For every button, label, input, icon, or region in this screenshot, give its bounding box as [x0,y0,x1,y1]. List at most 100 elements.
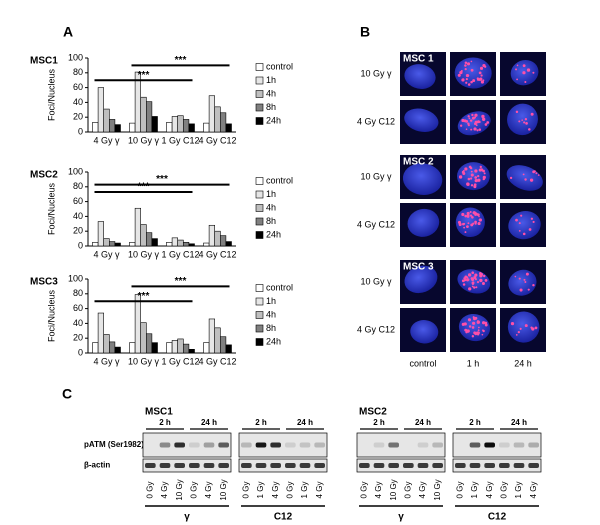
band [388,442,399,448]
bar [146,101,153,133]
time-label: 24 h [415,418,431,427]
band [403,463,414,468]
y-tick-label: 0 [78,347,83,357]
focus [466,225,469,229]
row-label: 10 Gy γ [360,68,392,78]
significance-label: *** [138,182,150,193]
band [417,442,429,448]
focus [474,220,477,224]
focus [527,288,530,291]
significance-label: *** [156,174,168,185]
focus [466,276,469,279]
focus [476,129,479,132]
focus [482,116,485,119]
bar [114,124,121,133]
focus [473,183,477,187]
column-label: 24 h [514,358,532,368]
x-tick-label: 1 Gy C12 [161,356,199,366]
time-label: 24 h [201,418,217,427]
bar [146,333,153,354]
focus [461,212,465,217]
focus [523,121,526,124]
bar [97,87,104,133]
focus [459,124,463,127]
y-tick-label: 0 [78,240,83,250]
time-label: 2 h [159,418,171,427]
band [513,442,525,448]
focus [474,122,477,126]
nucleus [507,311,540,343]
focus [469,119,473,122]
y-tick-label: 80 [73,67,83,77]
focus [473,286,476,289]
band [528,463,539,468]
focus [462,172,466,176]
focus [459,71,463,75]
bar [151,116,158,133]
focus [462,283,466,286]
legend-label: 8h [266,102,276,112]
focus [466,214,470,218]
lane-label: 4 Gy [374,482,383,499]
legend-label: 24h [266,115,281,125]
focus [458,222,462,226]
focus [463,322,467,326]
focus [471,278,475,282]
y-tick-label: 100 [68,273,83,283]
bar [225,344,232,354]
focus [528,128,531,131]
focus [478,326,480,329]
chart-title: MSC1 [30,56,58,67]
bar [220,112,227,133]
x-tick-label: 4 Gy C12 [198,249,236,259]
band [432,442,443,448]
focus [475,286,478,289]
legend-swatch [255,103,264,112]
legend-swatch [255,231,264,239]
blot-frame [452,432,542,458]
lane-label: 4 Gy [204,482,213,499]
legend-swatch [255,204,264,212]
focus [468,165,472,169]
blot-frame [452,458,542,473]
focus [471,223,474,225]
focus [465,77,468,81]
lane-label: 4 Gy [485,482,494,499]
focus [477,174,480,178]
band [270,442,281,448]
significance-label: *** [175,55,187,66]
focus [530,112,534,116]
legend-swatch [255,90,264,98]
focus [474,212,478,216]
focus [464,68,467,71]
column-label: 1 h [467,358,480,368]
lane-label: 0 Gy [499,482,508,499]
focus [516,64,519,67]
focus [481,281,485,285]
focus [470,68,474,72]
blot-frame [356,458,446,473]
focus [522,173,525,176]
band [285,442,296,448]
band [285,463,296,468]
lane-label: 4 Gy [315,482,324,499]
y-tick-label: 0 [78,126,83,136]
focus [530,217,534,220]
focus [525,272,529,276]
focus [483,172,486,175]
focus [524,80,527,84]
band [189,442,200,448]
lane-label: 0 Gy [241,482,250,499]
focus [524,118,528,121]
bar [220,336,227,354]
lane-label: 0 Gy [403,482,412,499]
focus [463,119,467,123]
focus [471,117,474,120]
focus [486,121,490,124]
bar [129,342,136,354]
nucleus [402,163,443,196]
y-tick-label: 20 [73,112,83,122]
nucleus [404,108,439,132]
image-label: MSC 3 [403,262,434,273]
focus [528,228,532,231]
